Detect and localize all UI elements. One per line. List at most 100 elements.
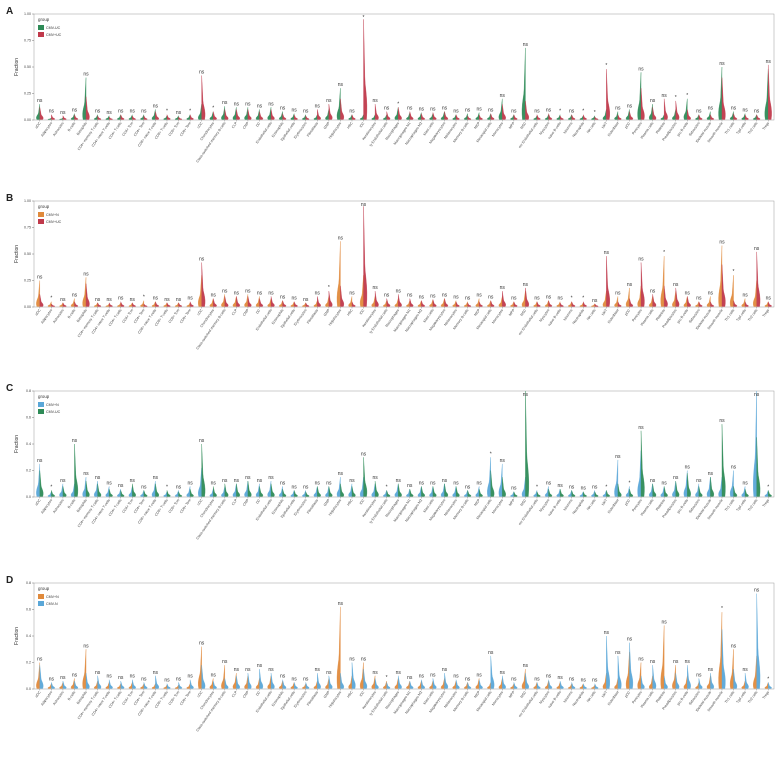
violin-CMV+UC xyxy=(640,262,645,307)
significance-label: ns xyxy=(615,454,621,460)
significance-label: ns xyxy=(638,256,644,262)
violin-CMV-N xyxy=(467,682,472,689)
violin-CMV-UC xyxy=(290,113,295,120)
violin-CMV+UC xyxy=(479,114,483,120)
violin-CMV-UC xyxy=(417,112,422,120)
significance-label: ns xyxy=(708,290,714,296)
x-category-label: Monocytes xyxy=(491,308,504,324)
violin-CMV+UC xyxy=(328,103,333,120)
significance-label: ns xyxy=(662,93,668,99)
violin-CMV-UC xyxy=(363,457,368,497)
violin-CMV+N xyxy=(279,486,283,497)
violin-CMV-UC xyxy=(36,103,40,120)
significance-label: ns xyxy=(234,101,240,107)
significance-label: ns xyxy=(245,667,251,673)
significance-label: ns xyxy=(37,458,43,464)
violin-CMV+N xyxy=(741,680,746,689)
y-tick-label: 1.00 xyxy=(24,199,31,203)
violin-CMV+UC xyxy=(756,114,761,120)
x-category-label: GMP xyxy=(323,121,331,130)
violin-CMV-UC xyxy=(359,114,364,120)
violin-CMV-UC xyxy=(62,486,67,497)
violin-CMV+N xyxy=(544,486,549,497)
violin-CMV+N xyxy=(279,680,283,689)
significance-label: ns xyxy=(708,667,714,673)
violin-CMV-UC xyxy=(70,113,75,120)
significance-label: ns xyxy=(662,480,668,486)
significance-label: ns xyxy=(268,101,274,107)
violin-CMV+N xyxy=(290,490,295,497)
significance-label: ns xyxy=(465,108,471,114)
violin-CMV+UC xyxy=(421,113,425,120)
violin-CMV-UC xyxy=(571,490,576,497)
violin-CMV+N xyxy=(718,476,723,497)
violin-CMV+N xyxy=(209,488,214,497)
violin-CMV+N xyxy=(47,491,52,497)
significance-label: ns xyxy=(685,465,691,471)
significance-label: ns xyxy=(118,483,124,489)
violin-CMV-UC xyxy=(710,476,714,497)
violin-CMV-UC xyxy=(614,111,619,120)
significance-label: ns xyxy=(257,663,263,669)
significance-label: ns xyxy=(477,672,483,678)
significance-label: ns xyxy=(303,109,309,115)
violin-CMV+UC xyxy=(189,114,194,120)
violin-CMV+UC xyxy=(652,107,657,120)
significance-label: ns xyxy=(442,293,448,299)
violin-CMV+N xyxy=(348,675,353,689)
violin-CMV-N xyxy=(120,680,125,689)
violin-CMV+N xyxy=(764,301,769,307)
violin-CMV+N xyxy=(753,655,757,689)
violin-CMV+UC xyxy=(166,302,171,307)
violin-CMV+N xyxy=(452,680,457,689)
violin-CMV+N xyxy=(498,463,503,497)
violin-CMV+N xyxy=(82,649,87,689)
significance-label: ns xyxy=(176,484,182,490)
significance-label: ns xyxy=(731,106,737,112)
significance-label: ns xyxy=(685,290,691,296)
significance-label: ns xyxy=(511,486,517,492)
violin-CMV+N xyxy=(336,241,341,307)
x-category-label: MSC xyxy=(519,308,527,317)
violin-CMV+N xyxy=(660,486,665,497)
legend-title: group xyxy=(38,17,50,22)
significance-label: ns xyxy=(407,106,413,112)
violin-CMV-UC xyxy=(221,106,225,120)
violin-CMV+UC xyxy=(444,298,449,307)
violin-CMV+UC xyxy=(97,115,102,120)
x-category-label: Th2 cells xyxy=(747,121,758,135)
significance-label: ns xyxy=(72,293,78,299)
violin-CMV-UC xyxy=(140,114,144,120)
violin-CMV+N xyxy=(267,298,272,307)
violin-CMV-UC xyxy=(513,491,518,497)
significance-label: ns xyxy=(141,484,147,490)
violin-CMV+N xyxy=(325,486,329,497)
violin-CMV+N xyxy=(325,678,329,689)
x-category-label: Myocytes xyxy=(539,498,551,513)
violin-CMV+N xyxy=(718,245,723,307)
legend-swatch xyxy=(38,409,44,414)
violin-CMV-UC xyxy=(109,488,113,497)
legend-label: CMV+N xyxy=(46,213,59,217)
violin-CMV-N xyxy=(536,682,541,689)
violin-CMV-UC xyxy=(652,483,657,497)
violin-CMV-UC xyxy=(313,114,318,120)
significance-label: * xyxy=(166,484,168,490)
violin-CMV-N xyxy=(224,678,229,689)
violin-CMV-UC xyxy=(74,443,79,497)
significance-label: ns xyxy=(37,275,43,281)
violin-CMV+UC xyxy=(143,115,148,120)
significance-label: ns xyxy=(292,296,298,302)
violin-CMV+N xyxy=(279,300,283,307)
violin-CMV+UC xyxy=(39,294,44,307)
violin-CMV-UC xyxy=(640,430,645,497)
violin-CMV-UC xyxy=(753,114,757,120)
x-category-label: CD8+ Tem xyxy=(179,498,192,514)
violin-CMV+N xyxy=(140,300,144,307)
significance-label: ns xyxy=(719,61,725,67)
x-category-label: Th2 cells xyxy=(747,308,758,322)
violin-CMV+N xyxy=(117,302,122,307)
violin-CMV-N xyxy=(132,679,136,689)
significance-label: ns xyxy=(592,484,598,490)
x-category-label: Fibroblasts xyxy=(306,121,319,138)
